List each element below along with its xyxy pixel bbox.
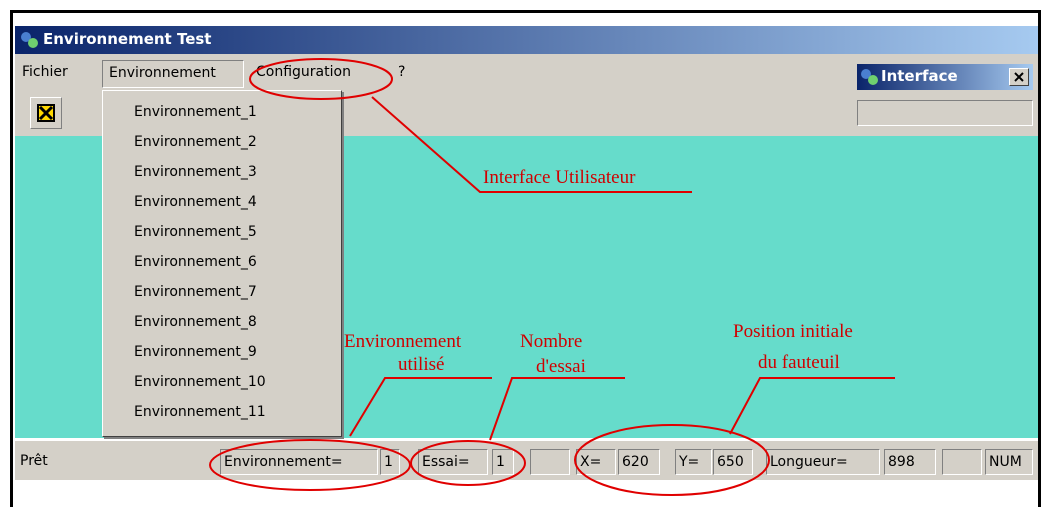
interface-title-bar: Interface — [857, 64, 1033, 90]
dropdown-item[interactable]: Environnement_5 — [134, 224, 257, 240]
app-icon — [21, 32, 38, 48]
toolbar-icon — [37, 104, 55, 122]
status-field: Longueur= — [766, 449, 880, 475]
dropdown-menu — [102, 90, 342, 437]
annotation-text: Nombre — [520, 331, 582, 352]
status-field: Essai= — [418, 449, 488, 475]
menu-item[interactable]: Environnement — [102, 60, 244, 88]
dropdown-item[interactable]: Environnement_10 — [134, 374, 266, 390]
annotation-leader — [349, 377, 492, 437]
annotation-leader — [489, 377, 625, 441]
title-bar: Environnement Test — [15, 26, 1038, 54]
status-ready: Prêt — [20, 453, 48, 469]
dropdown-item[interactable]: Environnement_9 — [134, 344, 257, 360]
dropdown-item[interactable]: Environnement_1 — [134, 104, 257, 120]
status-field: 1 — [492, 449, 514, 475]
menu-item[interactable]: ? — [398, 64, 406, 80]
dropdown-item[interactable]: Environnement_6 — [134, 254, 257, 270]
status-field: NUM — [985, 449, 1033, 475]
annotation-text: du fauteuil — [758, 352, 840, 373]
annotation-ellipse — [249, 58, 393, 100]
dropdown-item[interactable]: Environnement_11 — [134, 404, 266, 420]
annotation-ellipse — [574, 424, 770, 496]
annotation-text: Position initiale — [733, 321, 853, 342]
dropdown-item[interactable]: Environnement_2 — [134, 134, 257, 150]
close-icon — [1014, 72, 1024, 82]
annotation-leader — [371, 96, 692, 193]
window-title: Environnement Test — [43, 30, 212, 48]
status-field: Y= — [675, 449, 712, 475]
interface-window: Interface — [853, 60, 1037, 132]
toolbar-button[interactable] — [30, 97, 62, 129]
annotation-ellipse — [209, 439, 411, 491]
interface-title: Interface — [881, 67, 958, 85]
status-field: Environnement= — [220, 449, 378, 475]
dropdown-item[interactable]: Environnement_3 — [134, 164, 257, 180]
dropdown-item[interactable]: Environnement_8 — [134, 314, 257, 330]
annotation-leader — [729, 377, 895, 435]
annotation-ellipse — [410, 440, 526, 486]
interface-icon — [861, 69, 878, 85]
status-field-empty — [942, 449, 982, 475]
interface-field — [857, 100, 1033, 126]
annotation-text: utilisé — [398, 354, 444, 375]
close-button[interactable] — [1009, 68, 1029, 86]
status-field-empty — [530, 449, 570, 475]
dropdown-item[interactable]: Environnement_7 — [134, 284, 257, 300]
annotation-text: Interface Utilisateur — [483, 167, 636, 188]
dropdown-item[interactable]: Environnement_4 — [134, 194, 257, 210]
status-field: 620 — [618, 449, 660, 475]
status-bar: Prêt — [15, 440, 1038, 480]
annotation-text: Environnement — [344, 331, 462, 352]
status-field: 898 — [884, 449, 936, 475]
menu-item[interactable]: Configuration — [256, 64, 351, 80]
menu-item[interactable]: Fichier — [22, 64, 68, 80]
status-field: 650 — [713, 449, 753, 475]
status-field: X= — [576, 449, 616, 475]
annotation-text: d'essai — [536, 356, 586, 377]
